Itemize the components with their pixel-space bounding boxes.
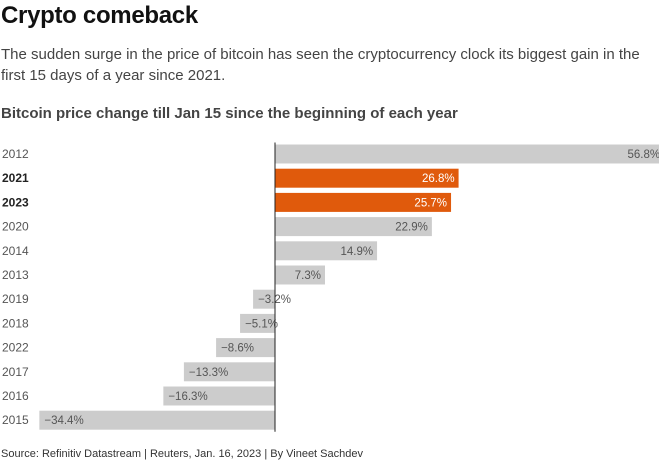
chart-heading: Bitcoin price change till Jan 15 since t…: [1, 105, 458, 122]
value-label-2012: 56.8%: [627, 149, 659, 161]
value-label-2022: −8.6%: [221, 343, 254, 355]
bar-2013: [275, 265, 326, 285]
year-label-2019: 2019: [2, 292, 29, 306]
bar-2018: [240, 313, 275, 333]
bar-2019: [253, 289, 275, 309]
value-label-2018: −5.1%: [245, 318, 278, 330]
chart-subtitle: The sudden surge in the price of bitcoin…: [1, 46, 640, 84]
year-label-2014: 2014: [2, 244, 29, 258]
bar-2021: [275, 168, 459, 188]
bar-2020: [275, 217, 432, 237]
bar-2022: [216, 338, 275, 358]
value-label-2020: 22.9%: [395, 222, 428, 234]
year-label-2015: 2015: [2, 413, 29, 427]
bar-2015: [39, 410, 275, 430]
value-label-2017: −13.3%: [189, 367, 228, 379]
bar-2012: [275, 144, 659, 164]
value-label-2015: −34.4%: [44, 415, 83, 427]
year-label-2018: 2018: [2, 316, 29, 330]
year-label-2016: 2016: [2, 389, 29, 403]
year-label-2021: 2021: [2, 171, 29, 185]
value-label-2014: 14.9%: [340, 246, 373, 258]
bar-2016: [163, 386, 275, 406]
year-label-2013: 2013: [2, 268, 29, 282]
value-label-2021: 26.8%: [422, 173, 455, 185]
value-label-2013: 7.3%: [295, 270, 321, 282]
bar-2014: [275, 241, 378, 261]
year-label-2022: 2022: [2, 341, 29, 355]
year-label-2017: 2017: [2, 365, 29, 379]
source-note: Source: Refinitiv Datastream | Reuters, …: [1, 448, 363, 460]
value-label-2023: 25.7%: [414, 197, 447, 209]
year-label-2023: 2023: [2, 195, 29, 209]
year-label-2020: 2020: [2, 220, 29, 234]
bar-2023: [275, 192, 452, 212]
bar-2017: [183, 362, 275, 382]
value-label-2016: −16.3%: [168, 391, 207, 403]
chart-title: Crypto comeback: [1, 2, 198, 29]
year-label-2012: 2012: [2, 147, 29, 161]
